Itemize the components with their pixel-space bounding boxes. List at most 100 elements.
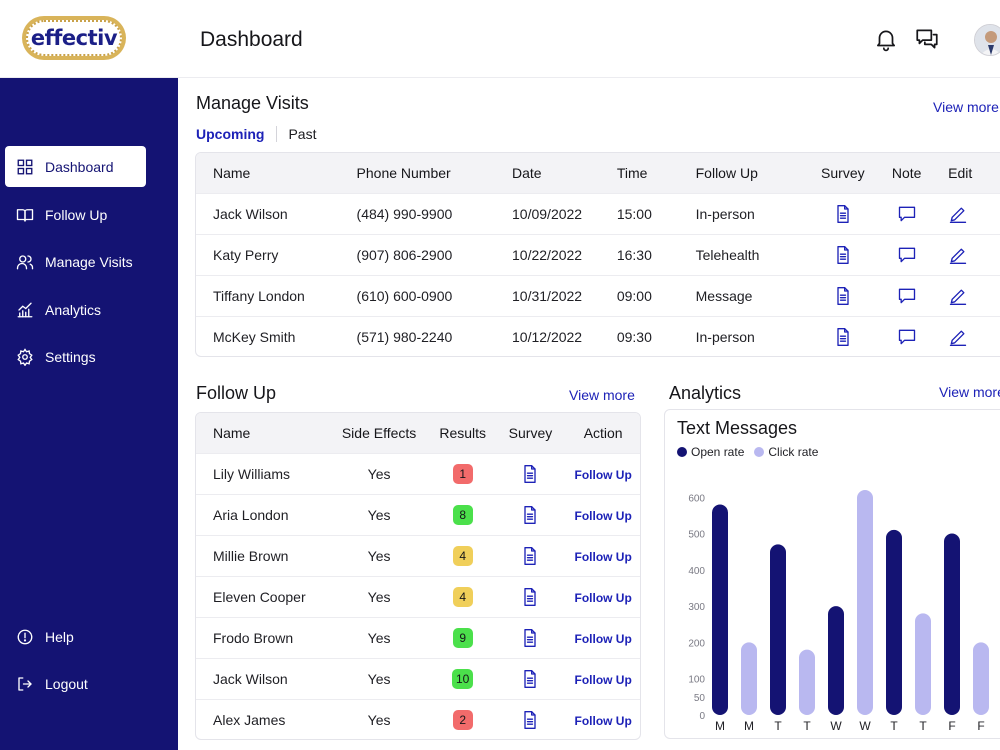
x-tick-label: T — [774, 719, 782, 733]
visit-name: McKey Smith — [196, 315, 357, 356]
sidebar-item-analytics[interactable]: Analytics — [5, 289, 146, 330]
sidebar-item-label: Follow Up — [45, 206, 108, 223]
visit-date: 10/09/2022 — [512, 192, 617, 234]
result-cell: 10 — [430, 657, 495, 699]
manage-visits-title: Manage Visits — [196, 93, 309, 113]
y-tick-label: 50 — [694, 693, 706, 704]
action-cell: Follow Up — [566, 493, 640, 535]
follow-up-table-card: Name Side Effects Results Survey Action … — [195, 412, 641, 740]
bar-click-rate — [799, 649, 815, 715]
sidebar-item-logout[interactable]: Logout — [5, 663, 146, 704]
action-cell: Follow Up — [566, 698, 640, 739]
edit-icon[interactable] — [948, 286, 968, 306]
table-row: Jack Wilson Yes 10 Follow Up — [196, 657, 640, 699]
chat-icon[interactable] — [914, 26, 940, 52]
survey-document-icon[interactable] — [833, 245, 853, 265]
visit-time: 15:00 — [616, 192, 696, 234]
survey-document-icon[interactable] — [520, 587, 540, 607]
survey-document-icon[interactable] — [833, 327, 853, 347]
follow-up-view-more-link[interactable]: View more — [569, 387, 635, 403]
app-logo[interactable]: effectiv — [22, 16, 126, 60]
survey-document-icon[interactable] — [520, 464, 540, 484]
survey-document-icon[interactable] — [520, 628, 540, 648]
action-cell: Follow Up — [566, 534, 640, 576]
y-tick-label: 200 — [688, 638, 705, 649]
logo-text: effectiv — [26, 20, 122, 56]
follow-up-action-link[interactable]: Follow Up — [574, 713, 632, 728]
survey-document-icon[interactable] — [520, 710, 540, 730]
side-effects-value: Yes — [327, 575, 431, 617]
result-cell: 4 — [430, 534, 495, 576]
follow-up-action-link[interactable]: Follow Up — [574, 549, 632, 564]
edit-icon[interactable] — [948, 327, 968, 347]
y-tick-label: 0 — [699, 711, 705, 722]
sidebar-item-dashboard[interactable]: Dashboard — [5, 146, 146, 187]
column-header-side-effects: Side Effects — [327, 413, 431, 453]
result-badge: 2 — [452, 709, 473, 730]
manage-visits-table: Name Phone Number Date Time Follow Up Su… — [196, 153, 1000, 356]
side-effects-value: Yes — [327, 698, 431, 739]
action-cell: Follow Up — [566, 575, 640, 617]
survey-cell — [806, 192, 880, 234]
edit-icon[interactable] — [948, 204, 968, 224]
page-title: Dashboard — [200, 28, 303, 51]
patient-name: Frodo Brown — [196, 616, 328, 658]
analytics-view-more-link[interactable]: View more — [939, 384, 1000, 400]
follow-up-action-link[interactable]: Follow Up — [574, 672, 632, 687]
bar-click-rate — [741, 642, 757, 715]
tab-past[interactable]: Past — [288, 126, 317, 142]
edit-cell — [934, 315, 1000, 356]
top-bar: effectiv Dashboard — [0, 0, 1000, 78]
survey-cell — [494, 452, 567, 494]
note-cell — [879, 274, 935, 316]
sidebar-item-follow-up[interactable]: Follow Up — [5, 194, 146, 235]
bar-open-rate — [828, 606, 844, 715]
survey-cell — [494, 616, 567, 658]
follow-up-action-link[interactable]: Follow Up — [574, 631, 632, 646]
note-icon[interactable] — [897, 286, 917, 306]
sidebar-item-help[interactable]: Help — [5, 616, 146, 657]
side-effects-value: Yes — [327, 452, 431, 494]
edit-icon[interactable] — [948, 245, 968, 265]
table-row: Aria London Yes 8 Follow Up — [196, 493, 640, 535]
sidebar-item-manage-visits[interactable]: Manage Visits — [5, 241, 146, 282]
analytics-icon — [17, 302, 33, 317]
bar-open-rate — [712, 504, 728, 715]
y-tick-label: 400 — [688, 566, 705, 577]
table-row: McKey Smith (571) 980-2240 10/12/2022 09:30… — [196, 315, 1000, 356]
follow-up-action-link[interactable]: Follow Up — [574, 467, 632, 482]
x-tick-label: T — [803, 719, 811, 733]
tab-upcoming[interactable]: Upcoming — [196, 126, 278, 142]
avatar[interactable] — [974, 24, 1000, 56]
patient-name: Alex James — [196, 698, 328, 739]
survey-document-icon[interactable] — [520, 546, 540, 566]
bell-icon[interactable] — [873, 26, 899, 52]
side-effects-value: Yes — [327, 493, 431, 535]
side-effects-value: Yes — [327, 657, 431, 699]
survey-document-icon[interactable] — [520, 669, 540, 689]
survey-document-icon[interactable] — [520, 505, 540, 525]
x-tick-label: T — [919, 719, 927, 733]
follow-up-action-link[interactable]: Follow Up — [574, 508, 632, 523]
bar-open-rate — [770, 544, 786, 715]
note-icon[interactable] — [897, 204, 917, 224]
edit-cell — [934, 233, 1000, 275]
table-row: Millie Brown Yes 4 Follow Up — [196, 534, 640, 576]
survey-cell — [494, 657, 567, 699]
survey-document-icon[interactable] — [833, 204, 853, 224]
manage-visits-view-more-link[interactable]: View more — [933, 99, 999, 115]
visit-phone: (907) 806-2900 — [356, 233, 513, 275]
x-tick-label: W — [830, 719, 842, 733]
follow-up-action-link[interactable]: Follow Up — [574, 590, 632, 605]
column-header-action: Action — [566, 413, 640, 453]
column-header-survey: Survey — [494, 413, 567, 453]
survey-cell — [806, 315, 880, 356]
visit-date: 10/12/2022 — [512, 315, 617, 356]
survey-document-icon[interactable] — [833, 286, 853, 306]
visit-time: 16:30 — [616, 233, 696, 275]
sidebar-item-settings[interactable]: Settings — [5, 336, 146, 377]
patient-name: Millie Brown — [196, 534, 328, 576]
table-row: Eleven Cooper Yes 4 Follow Up — [196, 575, 640, 617]
note-icon[interactable] — [897, 245, 917, 265]
note-icon[interactable] — [897, 327, 917, 347]
